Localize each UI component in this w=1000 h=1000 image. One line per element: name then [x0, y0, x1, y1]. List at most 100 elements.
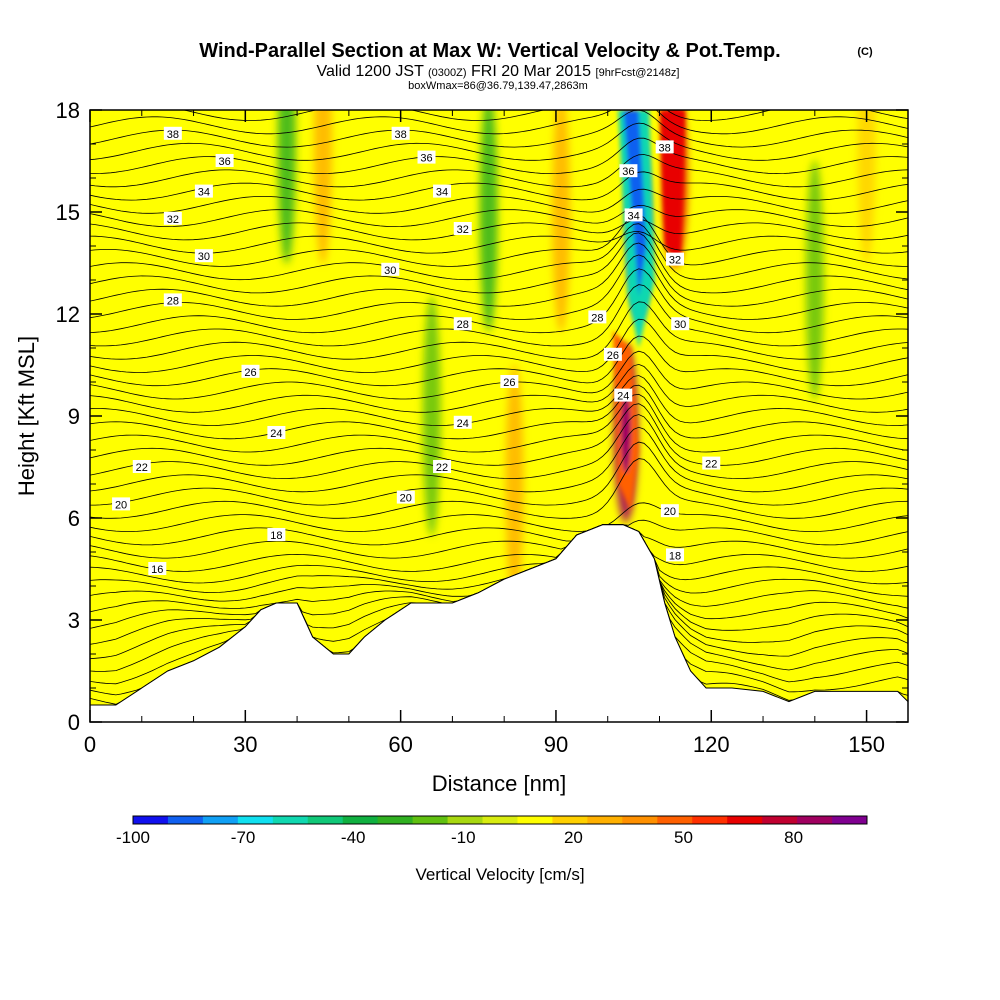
velocity-feature-6: [552, 110, 571, 332]
theta-label: 24: [614, 388, 633, 403]
theta-contour: [90, 219, 908, 241]
theta-label: 20: [112, 497, 131, 511]
svg-text:22: 22: [705, 459, 717, 471]
svg-text:34: 34: [436, 187, 448, 199]
colorbar-swatch: [482, 816, 518, 824]
theta-contour: [90, 268, 908, 334]
theta-label: 26: [241, 364, 260, 379]
colorbar-swatch: [412, 816, 449, 824]
x-tick-label: 30: [233, 732, 257, 757]
chart-title: Wind-Parallel Section at Max W: Vertical…: [199, 40, 780, 62]
colorbar-tick-label: -40: [341, 828, 366, 847]
colorbar-swatch: [832, 816, 868, 824]
theta-contour: [90, 110, 908, 148]
colorbar-label: Vertical Velocity [cm/s]: [415, 865, 584, 884]
theta-contour: [90, 502, 908, 532]
colorbar-tick-label: 20: [564, 828, 583, 847]
svg-text:28: 28: [167, 295, 179, 307]
theta-label: 22: [433, 460, 452, 474]
colorbar-swatch: [797, 816, 833, 824]
svg-text:30: 30: [674, 319, 686, 331]
theta-contour: [90, 284, 908, 347]
svg-text:36: 36: [420, 153, 432, 165]
svg-text:24: 24: [457, 418, 469, 430]
theta-label: 26: [603, 347, 622, 362]
svg-text:26: 26: [607, 350, 619, 362]
svg-text:20: 20: [115, 499, 127, 511]
theta-contour: [90, 403, 908, 466]
theta-label: 22: [702, 456, 721, 471]
theta-label: 38: [655, 140, 674, 154]
theta-label: 32: [163, 211, 182, 226]
svg-text:26: 26: [503, 377, 515, 389]
theta-contour: [90, 375, 908, 426]
theta-contour: [90, 414, 908, 479]
x-tick-label: 120: [693, 732, 730, 757]
svg-text:38: 38: [395, 129, 407, 141]
colorbar-swatch: [727, 816, 763, 824]
svg-text:20: 20: [400, 493, 412, 505]
theta-contour: [90, 524, 908, 572]
theta-label: 18: [267, 528, 286, 542]
theta-label: 16: [148, 562, 167, 576]
svg-text:28: 28: [591, 312, 603, 324]
y-tick-label: 3: [68, 608, 80, 633]
svg-text:36: 36: [622, 166, 634, 178]
theta-label: 32: [453, 222, 472, 236]
chart-subtitle: Valid 1200 JST (0300Z) FRI 20 Mar 2015 […: [317, 63, 680, 80]
svg-text:18: 18: [669, 550, 681, 562]
colorbar-frame: [132, 815, 868, 825]
velocity-feature-7: [422, 296, 441, 536]
theta-contour: [90, 301, 908, 360]
colorbar-swatch: [447, 816, 484, 824]
theta-contour: [90, 524, 908, 559]
y-tick-label: 6: [68, 506, 80, 531]
theta-contour: [90, 441, 908, 506]
theta-contour: [90, 122, 908, 161]
theta-label: 36: [417, 150, 436, 165]
velocity-feature-9: [805, 160, 824, 400]
x-axis-label: Distance [nm]: [432, 771, 567, 796]
svg-text:26: 26: [244, 367, 256, 379]
subtitle-valid: Valid 1200 JST: [317, 63, 425, 80]
svg-text:36: 36: [218, 156, 230, 168]
svg-text:24: 24: [617, 391, 629, 403]
theta-label: 30: [671, 317, 690, 331]
theta-label: 24: [267, 426, 286, 440]
colorbar-swatch: [622, 816, 658, 824]
colorbar-tick-label: 80: [784, 828, 803, 847]
theta-contour: [90, 242, 908, 307]
theta-label: 38: [391, 126, 410, 141]
svg-text:28: 28: [457, 319, 469, 331]
theta-contour: [90, 524, 908, 585]
theta-contour: [90, 335, 908, 387]
colorbar-swatch: [587, 816, 623, 824]
colorbar-swatch: [762, 816, 798, 824]
theta-label: 18: [666, 548, 685, 562]
theta-label: 20: [396, 490, 415, 505]
theta-label: 36: [619, 164, 638, 178]
theta-contour-labels: 38 38 38 36 36 36 34 34 34 32 32 32 30 30 30 28 28 28 26 26…: [112, 126, 721, 576]
theta-contour: [90, 318, 908, 373]
theta-label: 20: [660, 504, 679, 518]
theta-contour: [90, 188, 908, 214]
theta-contour: [90, 363, 908, 413]
subtitle-fcst: [9hrFcst@2148z]: [596, 67, 680, 79]
svg-text:30: 30: [198, 251, 210, 263]
svg-text:22: 22: [436, 462, 448, 474]
theta-contour: [90, 204, 908, 227]
theta-contour: [90, 232, 908, 294]
chart-title-suffix: (C): [857, 46, 873, 58]
theta-contour: [90, 384, 908, 440]
theta-label: 24: [453, 415, 472, 430]
colorbar-swatch: [307, 816, 344, 824]
colorbar-tick-label: -100: [116, 828, 150, 847]
colorbar-swatch: [237, 816, 274, 824]
theta-label: 34: [194, 184, 213, 199]
x-tick-label: 0: [84, 732, 96, 757]
theta-contour: [90, 231, 908, 254]
y-tick-label: 15: [56, 200, 80, 225]
theta-label: 34: [624, 208, 643, 222]
